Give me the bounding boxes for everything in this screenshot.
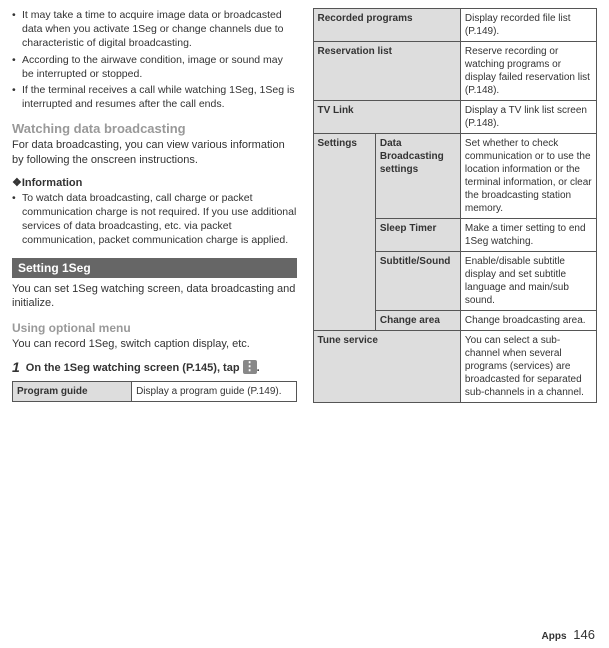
step-text-b: .: [257, 362, 260, 374]
step-row: 1 On the 1Seg watching screen (P.145), t…: [12, 360, 297, 375]
using-lead: You can record 1Seg, switch caption disp…: [12, 337, 297, 352]
step-text: On the 1Seg watching screen (P.145), tap…: [26, 360, 260, 375]
tvlink-desc: Display a TV link list screen (P.148).: [460, 101, 596, 134]
subtitle-sound-desc: Enable/disable subtitle display and set …: [460, 252, 596, 311]
program-guide-table: Program guide Display a program guide (P…: [12, 381, 297, 402]
recorded-label: Recorded programs: [313, 9, 460, 42]
program-guide-desc: Display a program guide (P.149).: [132, 382, 296, 402]
footer-page-number: 146: [573, 627, 595, 642]
menu-icon: [243, 360, 257, 374]
settings-table: Recorded programs Display recorded file …: [313, 8, 598, 403]
bullet-item: To watch data broadcasting, call charge …: [12, 191, 297, 248]
change-area-desc: Change broadcasting area.: [460, 311, 596, 331]
change-area-label: Change area: [375, 311, 460, 331]
data-broadcasting-label: Data Broadcasting settings: [375, 134, 460, 219]
settings-group-label: Settings: [313, 134, 375, 331]
bullet-item: According to the airwave condition, imag…: [12, 53, 297, 81]
top-bullets: It may take a time to acquire image data…: [12, 8, 297, 111]
watching-heading: Watching data broadcasting: [12, 121, 297, 136]
setting-1seg-bar: Setting 1Seg: [12, 258, 297, 278]
sleep-timer-desc: Make a timer setting to end 1Seg watchin…: [460, 219, 596, 252]
bullet-item: It may take a time to acquire image data…: [12, 8, 297, 51]
step-number: 1: [12, 360, 20, 375]
information-heading: ❖Information: [12, 176, 297, 189]
data-broadcasting-desc: Set whether to check communication or to…: [460, 134, 596, 219]
settings-lead: You can set 1Seg watching screen, data b…: [12, 282, 297, 312]
tune-service-desc: You can select a sub-channel when severa…: [460, 331, 596, 403]
tune-service-label: Tune service: [313, 331, 460, 403]
watching-lead: For data broadcasting, you can view vari…: [12, 138, 297, 168]
program-guide-label: Program guide: [13, 382, 132, 402]
sleep-timer-label: Sleep Timer: [375, 219, 460, 252]
step-text-a: On the 1Seg watching screen (P.145), tap: [26, 362, 243, 374]
footer-section: Apps: [542, 631, 567, 642]
subtitle-sound-label: Subtitle/Sound: [375, 252, 460, 311]
reservation-label: Reservation list: [313, 42, 460, 101]
using-heading: Using optional menu: [12, 321, 297, 335]
page-footer: Apps 146: [542, 627, 595, 642]
tvlink-label: TV Link: [313, 101, 460, 134]
bullet-item: If the terminal receives a call while wa…: [12, 83, 297, 111]
recorded-desc: Display recorded file list (P.149).: [460, 9, 596, 42]
reservation-desc: Reserve recording or watching programs o…: [460, 42, 596, 101]
info-bullets: To watch data broadcasting, call charge …: [12, 191, 297, 248]
